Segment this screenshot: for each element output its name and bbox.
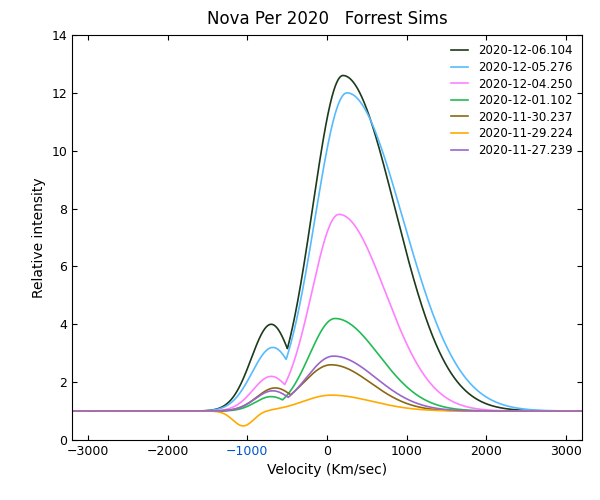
- 2020-12-04.250: [161, 408, 168, 414]
- Line: 2020-12-05.276: 2020-12-05.276: [72, 93, 582, 411]
- 2020-11-29.224: [328, 392, 335, 398]
- 2020-11-30.237: [328, 362, 335, 368]
- 2020-11-30.237: [263, 387, 271, 393]
- 2020-11-30.237: [374, 385, 382, 391]
- 2020-11-27.239: [263, 389, 271, 395]
- 2020-11-29.224: [374, 400, 382, 406]
- 2020-11-29.224: [263, 408, 271, 414]
- 2020-12-01.102: [488, 408, 495, 414]
- 2020-12-05.276: [400, 219, 407, 225]
- Line: 2020-11-27.239: 2020-11-27.239: [72, 356, 582, 411]
- 2020-12-06.104: [400, 240, 407, 246]
- 2020-11-29.224: [488, 408, 495, 414]
- 2020-11-27.239: [161, 408, 168, 414]
- 2020-12-04.250: [578, 408, 586, 414]
- 2020-12-05.276: [374, 136, 382, 141]
- 2020-12-04.250: [68, 408, 76, 414]
- 2020-11-27.239: [374, 376, 382, 382]
- 2020-11-27.239: [449, 407, 456, 413]
- 2020-12-01.102: [449, 406, 456, 411]
- 2020-12-05.276: [263, 347, 271, 353]
- 2020-11-29.224: [161, 408, 168, 414]
- Line: 2020-12-01.102: 2020-12-01.102: [72, 318, 582, 411]
- 2020-12-05.276: [161, 408, 168, 414]
- 2020-12-04.250: [488, 407, 495, 413]
- 2020-11-29.224: [239, 423, 247, 429]
- 2020-11-30.237: [488, 408, 495, 414]
- 2020-11-27.239: [330, 353, 337, 359]
- 2020-11-30.237: [68, 408, 76, 414]
- 2020-12-06.104: [488, 402, 495, 408]
- 2020-11-30.237: [449, 408, 456, 414]
- 2020-12-04.250: [335, 212, 343, 218]
- 2020-12-01.102: [263, 394, 271, 400]
- 2020-11-27.239: [68, 408, 76, 414]
- Line: 2020-12-04.250: 2020-12-04.250: [72, 214, 582, 411]
- 2020-11-27.239: [488, 408, 495, 414]
- 2020-12-01.102: [161, 408, 168, 414]
- Title: Nova Per 2020   Forrest Sims: Nova Per 2020 Forrest Sims: [206, 10, 448, 28]
- 2020-12-04.250: [449, 398, 456, 404]
- 2020-11-30.237: [578, 408, 586, 414]
- 2020-12-06.104: [374, 141, 382, 147]
- 2020-12-05.276: [68, 408, 76, 414]
- 2020-11-30.237: [161, 408, 168, 414]
- 2020-12-01.102: [578, 408, 586, 414]
- Line: 2020-11-30.237: 2020-11-30.237: [72, 365, 582, 411]
- 2020-11-27.239: [578, 408, 586, 414]
- 2020-12-06.104: [340, 72, 347, 78]
- Line: 2020-11-29.224: 2020-11-29.224: [72, 395, 582, 426]
- 2020-12-06.104: [68, 408, 76, 414]
- 2020-12-05.276: [488, 397, 495, 403]
- 2020-12-06.104: [263, 324, 271, 330]
- Y-axis label: Relative intensity: Relative intensity: [32, 177, 46, 298]
- 2020-12-04.250: [400, 334, 407, 340]
- 2020-12-01.102: [331, 316, 338, 322]
- 2020-11-29.224: [449, 408, 457, 414]
- 2020-12-06.104: [449, 372, 456, 378]
- 2020-12-01.102: [68, 408, 76, 414]
- 2020-12-06.104: [161, 408, 168, 414]
- Line: 2020-12-06.104: 2020-12-06.104: [72, 76, 582, 411]
- 2020-12-05.276: [343, 90, 350, 96]
- 2020-12-01.102: [374, 351, 382, 357]
- 2020-12-04.250: [263, 374, 271, 380]
- 2020-11-29.224: [578, 408, 586, 414]
- 2020-11-30.237: [400, 400, 407, 406]
- 2020-11-27.239: [400, 394, 407, 400]
- 2020-11-29.224: [400, 404, 407, 410]
- 2020-12-06.104: [578, 408, 586, 414]
- 2020-12-01.102: [400, 381, 407, 387]
- 2020-12-05.276: [578, 408, 586, 414]
- 2020-12-05.276: [449, 356, 456, 362]
- 2020-12-04.250: [374, 270, 382, 276]
- Legend: 2020-12-06.104, 2020-12-05.276, 2020-12-04.250, 2020-12-01.102, 2020-11-30.237, : 2020-12-06.104, 2020-12-05.276, 2020-12-…: [447, 41, 576, 160]
- X-axis label: Velocity (Km/sec): Velocity (Km/sec): [267, 464, 387, 477]
- 2020-11-29.224: [68, 408, 76, 414]
